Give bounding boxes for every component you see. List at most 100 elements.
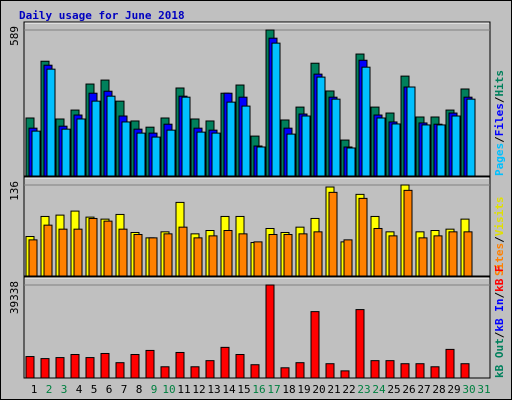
y-tick-label: 589 xyxy=(8,26,21,46)
bar xyxy=(460,363,470,379)
bar xyxy=(211,132,221,177)
x-tick-label: 8 xyxy=(136,383,143,396)
x-tick-label: 29 xyxy=(447,383,460,396)
bar xyxy=(256,146,266,177)
x-tick-label: 17 xyxy=(267,383,280,396)
chart-title: Daily usage for June 2018 xyxy=(19,9,185,22)
x-tick-label: 27 xyxy=(417,383,430,396)
bar xyxy=(361,66,371,177)
legend-separator: / xyxy=(493,236,506,243)
x-tick-label: 6 xyxy=(106,383,113,396)
bar xyxy=(88,217,98,277)
bar xyxy=(103,220,113,277)
bar xyxy=(133,234,143,277)
x-tick-label: 1 xyxy=(31,383,38,396)
x-tick-label: 7 xyxy=(121,383,128,396)
bar xyxy=(466,98,476,177)
bar xyxy=(28,239,38,277)
bar xyxy=(223,230,233,277)
legend-separator: / xyxy=(493,292,506,299)
x-tick-label: 11 xyxy=(177,383,190,396)
bar xyxy=(295,362,305,379)
bar xyxy=(190,366,200,379)
x-tick-label: 26 xyxy=(402,383,415,396)
bar xyxy=(463,231,473,277)
bar xyxy=(160,366,170,379)
bar xyxy=(403,189,413,277)
bar xyxy=(205,360,215,379)
bar xyxy=(328,191,338,277)
bar xyxy=(91,100,101,177)
bar xyxy=(118,228,128,277)
bar xyxy=(61,128,71,177)
bar xyxy=(448,231,458,277)
bar xyxy=(436,124,446,177)
legend: kB Out/kB In/kB F xyxy=(493,265,506,378)
bar xyxy=(115,362,125,379)
bar xyxy=(430,366,440,379)
bar xyxy=(445,348,455,379)
bar xyxy=(196,131,206,177)
bar xyxy=(145,349,155,379)
bar xyxy=(280,367,290,379)
bar xyxy=(163,233,173,277)
bar xyxy=(271,42,281,177)
x-tick-label: 3 xyxy=(61,383,68,396)
bar xyxy=(310,311,320,379)
bar xyxy=(106,95,116,177)
bar xyxy=(265,284,275,379)
bar xyxy=(238,233,248,277)
bar xyxy=(421,124,431,177)
bar xyxy=(136,132,146,177)
bar xyxy=(241,105,251,177)
bar xyxy=(376,117,386,177)
bar xyxy=(130,354,140,379)
x-tick-label: 23 xyxy=(357,383,370,396)
bar xyxy=(85,357,95,379)
x-tick-label: 5 xyxy=(91,383,98,396)
bar xyxy=(355,309,365,379)
bar xyxy=(388,235,398,277)
bar xyxy=(325,363,335,379)
bar xyxy=(148,237,158,277)
bar xyxy=(193,237,203,277)
x-tick-label: 31 xyxy=(477,383,490,396)
legend-entry: Pages xyxy=(493,143,506,176)
legend: Sites/Visits xyxy=(493,197,506,277)
x-tick-label: 21 xyxy=(327,383,340,396)
bar xyxy=(25,356,35,379)
bar xyxy=(226,101,236,177)
bar xyxy=(121,121,131,177)
bar xyxy=(220,346,230,379)
legend-separator: / xyxy=(493,331,506,338)
bar xyxy=(43,224,53,277)
x-tick-label: 15 xyxy=(237,383,250,396)
bar xyxy=(391,123,401,177)
bar xyxy=(253,241,263,277)
bar xyxy=(298,233,308,277)
bar xyxy=(58,228,68,277)
bar xyxy=(73,228,83,277)
bar xyxy=(340,370,350,379)
x-tick-label: 12 xyxy=(192,383,205,396)
legend-entry: kB In xyxy=(493,299,506,332)
bar xyxy=(433,235,443,277)
x-tick-label: 16 xyxy=(252,383,265,396)
bar xyxy=(418,237,428,277)
x-tick-label: 22 xyxy=(342,383,355,396)
x-tick-label: 28 xyxy=(432,383,445,396)
bar xyxy=(178,226,188,277)
bar xyxy=(55,357,65,379)
bar xyxy=(346,147,356,177)
bar xyxy=(31,130,41,177)
x-tick-label: 14 xyxy=(222,383,236,396)
bar xyxy=(358,197,368,277)
x-tick-label: 18 xyxy=(282,383,295,396)
x-tick-label: 20 xyxy=(312,383,325,396)
bar xyxy=(235,354,245,379)
bar xyxy=(343,239,353,277)
x-tick-label: 10 xyxy=(162,383,175,396)
legend-entry: Sites xyxy=(493,243,506,276)
bar xyxy=(331,98,341,177)
